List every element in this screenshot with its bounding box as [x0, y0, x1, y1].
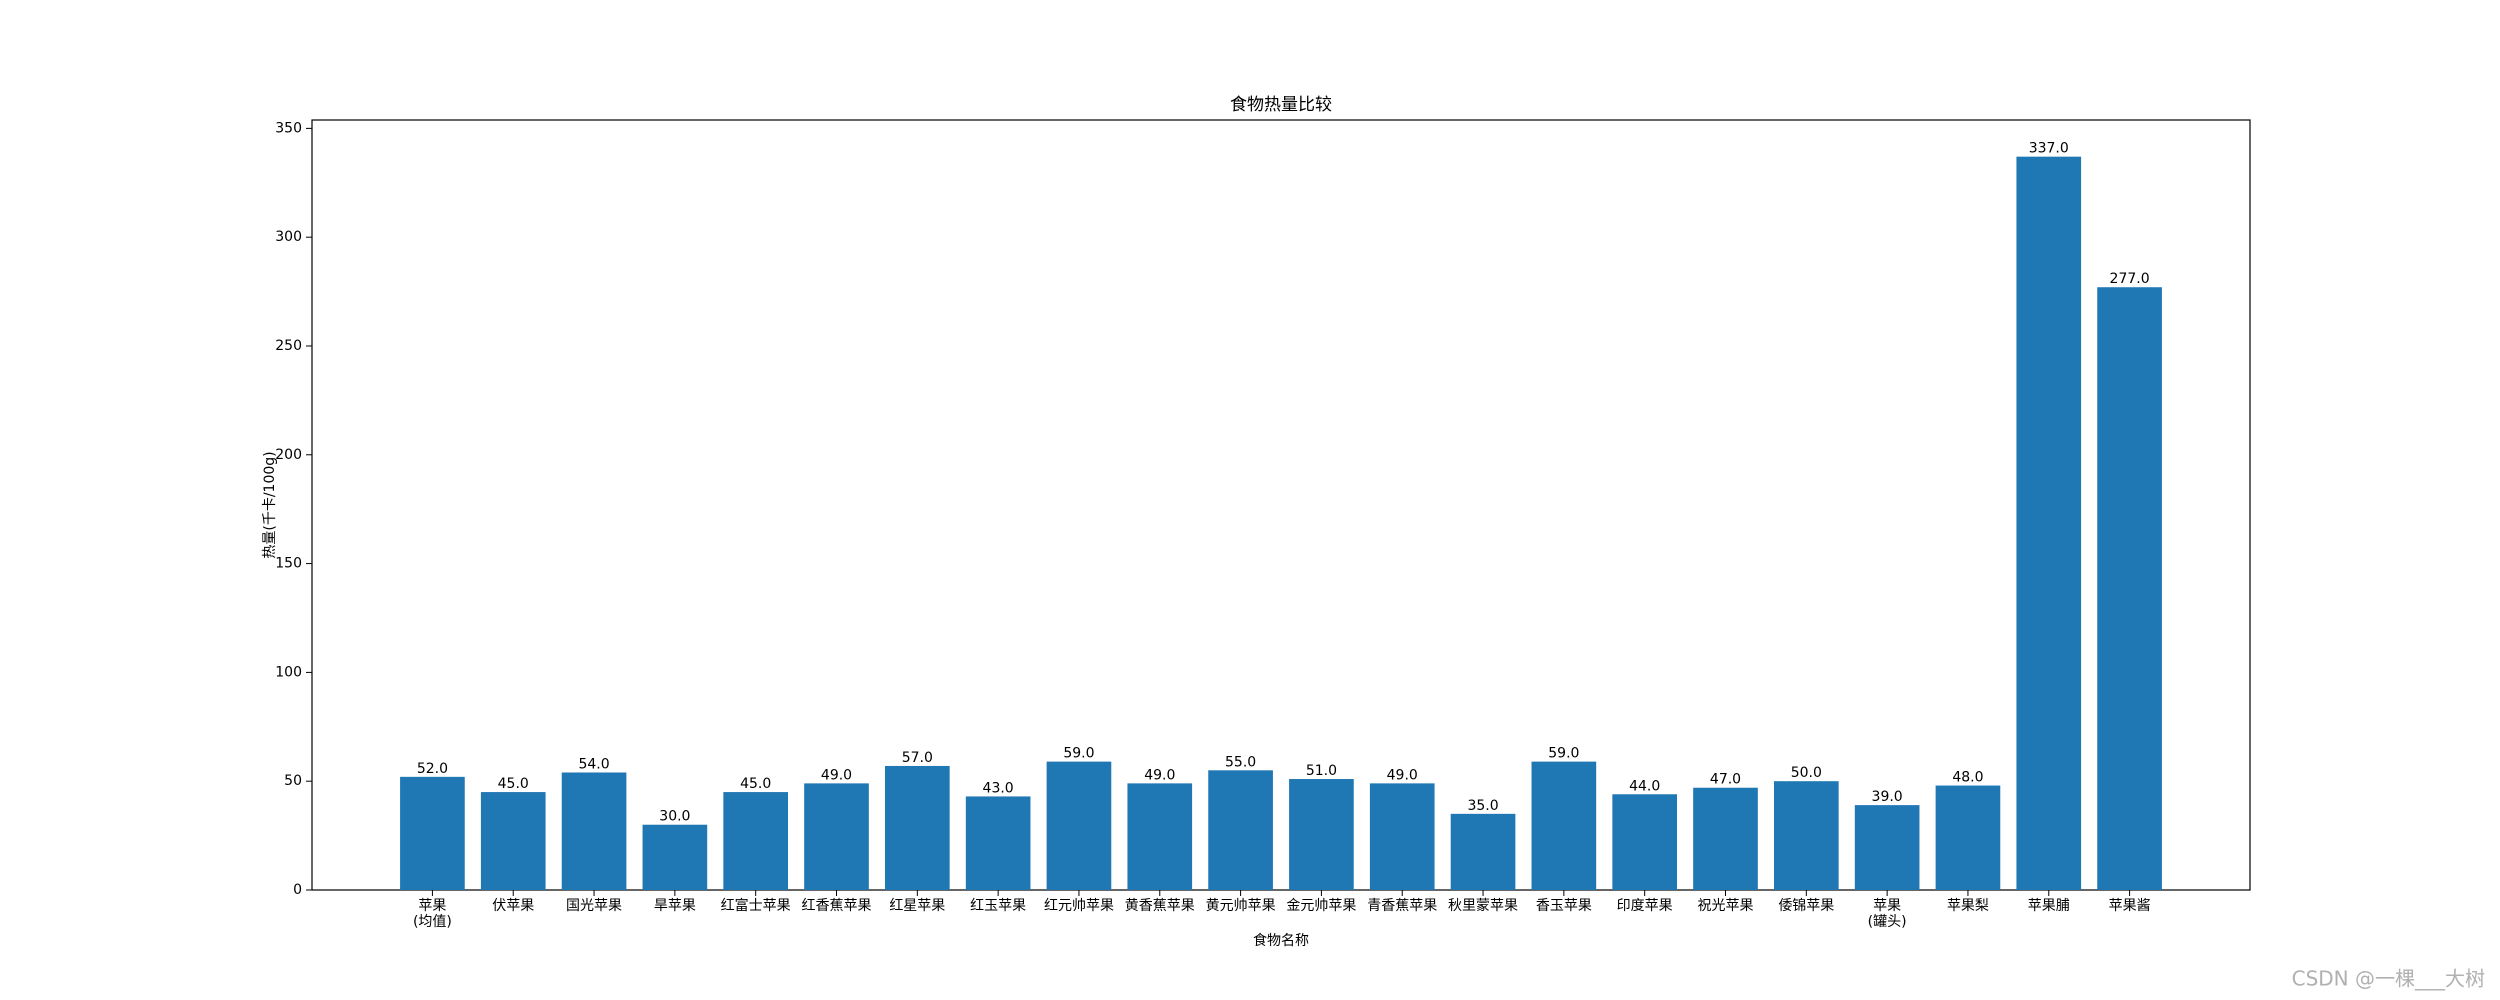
value-label: 59.0 [1063, 746, 1094, 762]
x-tick-label: 伏苹果 [492, 898, 534, 914]
watermark: CSDN @一棵___大树 [2292, 967, 2485, 991]
value-label: 45.0 [740, 776, 771, 792]
bar [723, 792, 789, 890]
x-tick-label: 金元帅苹果 [1286, 898, 1356, 914]
bar [561, 772, 627, 890]
value-label: 52.0 [417, 761, 448, 777]
bar [2097, 287, 2162, 890]
value-label: 45.0 [498, 776, 529, 792]
y-tick-label: 100 [275, 664, 302, 680]
value-label: 30.0 [659, 809, 690, 825]
value-label: 47.0 [1710, 772, 1741, 788]
y-tick-label: 300 [275, 229, 302, 245]
value-label: 50.0 [1791, 765, 1822, 781]
x-tick-label: 红香蕉苹果 [802, 898, 872, 914]
y-tick-label: 250 [275, 338, 302, 354]
bar [1773, 781, 1839, 890]
y-tick-label: 350 [275, 120, 302, 136]
x-tick-label: 黄元帅苹果 [1206, 897, 1276, 914]
value-label: 277.0 [2110, 271, 2150, 287]
x-tick-label: 旱苹果 [654, 898, 696, 914]
bar [2016, 156, 2082, 890]
value-label: 51.0 [1306, 763, 1337, 779]
bar [1046, 761, 1112, 890]
bar [1369, 783, 1435, 890]
value-label: 43.0 [983, 780, 1014, 796]
x-tick-label: 倭锦苹果 [1778, 897, 1834, 914]
bar [1450, 813, 1516, 890]
bar [1127, 783, 1193, 890]
x-tick-label: 苹果(均值) [413, 898, 452, 930]
bar [1693, 787, 1758, 890]
bar [400, 776, 465, 890]
bar [1935, 785, 2001, 890]
bar [642, 824, 708, 890]
x-axis-label: 食物名称 [1253, 932, 1309, 949]
bar [1289, 779, 1354, 890]
value-label: 54.0 [578, 756, 609, 772]
value-label: 48.0 [1952, 770, 1983, 786]
x-tick-label: 苹果脯 [2028, 898, 2070, 914]
bar [1208, 770, 1273, 890]
x-tick-label: 黄香蕉苹果 [1125, 897, 1195, 914]
chart-title: 食物热量比较 [1230, 95, 1332, 115]
value-label: 49.0 [1387, 767, 1418, 783]
value-label: 59.0 [1548, 746, 1579, 762]
y-tick-label: 150 [275, 556, 302, 572]
x-tick-label: 印度苹果 [1617, 898, 1673, 914]
plot-frame [311, 119, 2251, 891]
value-label: 35.0 [1467, 798, 1498, 814]
y-tick-label: 50 [284, 773, 302, 789]
bar [1854, 805, 1920, 890]
x-tick-label: 红玉苹果 [970, 898, 1026, 914]
bar [965, 796, 1031, 890]
x-tick-label: 祝光苹果 [1697, 898, 1753, 914]
y-tick-label: 200 [275, 447, 302, 463]
bar [1612, 794, 1678, 890]
y-axis-label: 热量(千卡/100g) [262, 451, 278, 558]
x-tick-label: 苹果梨 [1947, 898, 1989, 914]
x-tick-label: 苹果酱 [2109, 898, 2151, 914]
x-tick-label: 红星苹果 [889, 898, 945, 914]
value-label: 39.0 [1872, 789, 1903, 805]
bar [1531, 761, 1597, 890]
value-label: 49.0 [821, 767, 852, 783]
x-tick-label: 红富士苹果 [721, 897, 791, 914]
x-tick-label: 青香蕉苹果 [1367, 898, 1437, 914]
y-tick-label: 0 [293, 882, 302, 898]
value-label: 57.0 [902, 750, 933, 766]
x-tick-label: 苹果(罐头) [1868, 898, 1907, 930]
value-label: 337.0 [2029, 141, 2069, 157]
bar [804, 783, 869, 890]
value-label: 44.0 [1629, 778, 1660, 794]
value-label: 49.0 [1144, 767, 1175, 783]
value-label: 55.0 [1225, 754, 1256, 770]
x-tick-label: 红元帅苹果 [1044, 898, 1114, 914]
x-tick-label: 国光苹果 [566, 898, 622, 914]
x-tick-label: 香玉苹果 [1536, 898, 1592, 914]
x-tick-label: 秋里蒙苹果 [1448, 898, 1518, 914]
bar [480, 792, 546, 890]
bar [884, 765, 950, 890]
